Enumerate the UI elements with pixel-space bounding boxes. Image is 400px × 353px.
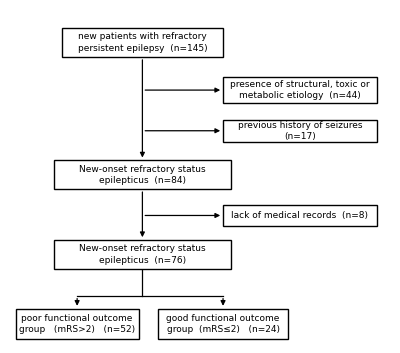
Text: new patients with refractory
persistent epilepsy  (n=145): new patients with refractory persistent … — [78, 32, 207, 53]
FancyBboxPatch shape — [16, 309, 138, 339]
FancyBboxPatch shape — [223, 120, 377, 142]
FancyBboxPatch shape — [62, 28, 223, 57]
FancyBboxPatch shape — [54, 160, 231, 189]
FancyBboxPatch shape — [223, 205, 377, 226]
Text: New-onset refractory status
epilepticus  (n=84): New-onset refractory status epilepticus … — [79, 164, 206, 185]
Text: lack of medical records  (n=8): lack of medical records (n=8) — [231, 211, 368, 220]
Text: presence of structural, toxic or
metabolic etiology  (n=44): presence of structural, toxic or metabol… — [230, 80, 370, 100]
FancyBboxPatch shape — [158, 309, 288, 339]
Text: poor functional outcome
group   (mRS>2)   (n=52): poor functional outcome group (mRS>2) (n… — [19, 314, 135, 334]
Text: New-onset refractory status
epilepticus  (n=76): New-onset refractory status epilepticus … — [79, 244, 206, 265]
Text: good functional outcome
group  (mRS≤2)   (n=24): good functional outcome group (mRS≤2) (n… — [166, 314, 280, 334]
Text: previous history of seizures
(n=17): previous history of seizures (n=17) — [238, 120, 362, 141]
FancyBboxPatch shape — [223, 77, 377, 103]
FancyBboxPatch shape — [54, 240, 231, 269]
